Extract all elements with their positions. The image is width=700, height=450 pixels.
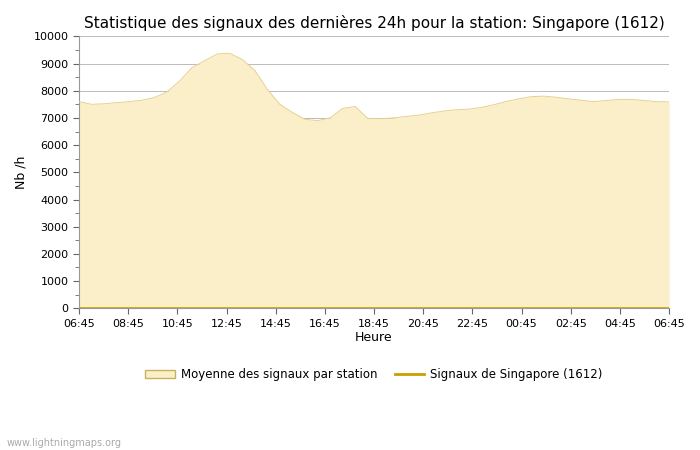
Text: www.lightningmaps.org: www.lightningmaps.org [7,438,122,448]
X-axis label: Heure: Heure [355,332,393,345]
Y-axis label: Nb /h: Nb /h [15,156,28,189]
Legend: Moyenne des signaux par station, Signaux de Singapore (1612): Moyenne des signaux par station, Signaux… [141,363,608,386]
Title: Statistique des signaux des dernières 24h pour la station: Singapore (1612): Statistique des signaux des dernières 24… [84,15,664,31]
